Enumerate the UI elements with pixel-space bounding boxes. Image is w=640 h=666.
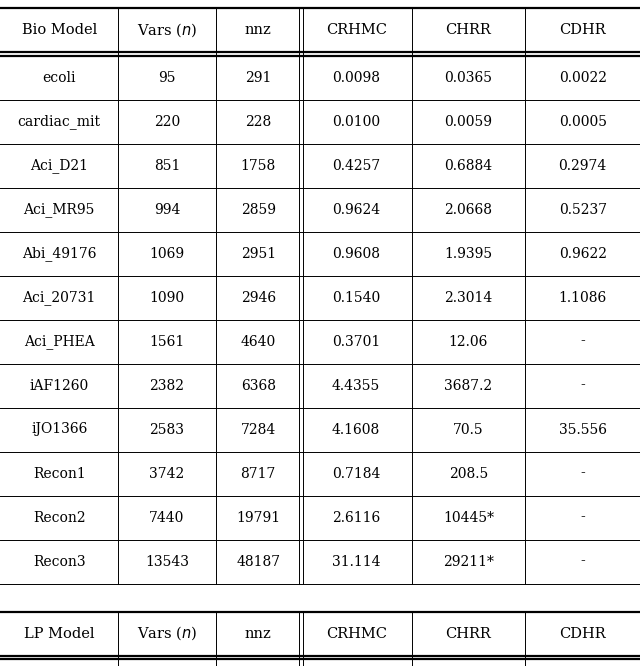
- Text: 31.114: 31.114: [332, 555, 380, 569]
- Text: Bio Model: Bio Model: [22, 23, 97, 37]
- Text: iJO1366: iJO1366: [31, 422, 88, 436]
- Text: 0.0100: 0.0100: [332, 115, 380, 129]
- Text: 4.4355: 4.4355: [332, 378, 380, 392]
- Text: ecoli: ecoli: [42, 71, 76, 85]
- Text: 0.9622: 0.9622: [559, 246, 607, 260]
- Text: 1069: 1069: [150, 246, 184, 260]
- Text: Aci_20731: Aci_20731: [22, 290, 96, 305]
- Text: iAF1260: iAF1260: [29, 378, 89, 392]
- Text: 8717: 8717: [241, 466, 276, 480]
- Text: 7284: 7284: [241, 422, 276, 436]
- Text: Vars ($n$): Vars ($n$): [137, 625, 197, 642]
- Text: Vars ($n$): Vars ($n$): [137, 21, 197, 39]
- Text: 0.2974: 0.2974: [559, 159, 607, 172]
- Text: 851: 851: [154, 159, 180, 172]
- Text: 29211*: 29211*: [443, 555, 494, 569]
- Text: CDHR: CDHR: [559, 23, 606, 37]
- Text: 0.5237: 0.5237: [559, 202, 607, 216]
- Text: 2.6116: 2.6116: [332, 511, 380, 525]
- Text: nnz: nnz: [245, 627, 271, 641]
- Text: 0.3701: 0.3701: [332, 334, 380, 348]
- Text: CHRR: CHRR: [445, 627, 492, 641]
- Text: 10445*: 10445*: [443, 511, 494, 525]
- Text: 3687.2: 3687.2: [444, 378, 493, 392]
- Text: 1.1086: 1.1086: [559, 290, 607, 304]
- Text: Abi_49176: Abi_49176: [22, 246, 97, 261]
- Text: 0.1540: 0.1540: [332, 290, 380, 304]
- Text: 2583: 2583: [150, 422, 184, 436]
- Text: LP Model: LP Model: [24, 627, 95, 641]
- Text: 0.0022: 0.0022: [559, 71, 607, 85]
- Text: Aci_PHEA: Aci_PHEA: [24, 334, 95, 349]
- Text: 208.5: 208.5: [449, 466, 488, 480]
- Text: 0.7184: 0.7184: [332, 466, 380, 480]
- Text: 48187: 48187: [236, 555, 280, 569]
- Text: 4.1608: 4.1608: [332, 422, 380, 436]
- Text: 19791: 19791: [236, 511, 280, 525]
- Text: 220: 220: [154, 115, 180, 129]
- Text: 1758: 1758: [241, 159, 276, 172]
- Text: 7440: 7440: [149, 511, 185, 525]
- Text: Recon2: Recon2: [33, 511, 86, 525]
- Text: 0.0365: 0.0365: [444, 71, 493, 85]
- Text: 2859: 2859: [241, 202, 276, 216]
- Text: -: -: [580, 466, 585, 480]
- Text: 2946: 2946: [241, 290, 276, 304]
- Text: 2382: 2382: [150, 378, 184, 392]
- Text: 2.0668: 2.0668: [444, 202, 493, 216]
- Text: CRHMC: CRHMC: [326, 23, 387, 37]
- Text: 70.5: 70.5: [453, 422, 484, 436]
- Text: CRHMC: CRHMC: [326, 627, 387, 641]
- Text: 0.4257: 0.4257: [332, 159, 380, 172]
- Text: Aci_MR95: Aci_MR95: [24, 202, 95, 217]
- Text: 228: 228: [245, 115, 271, 129]
- Text: 0.0059: 0.0059: [444, 115, 493, 129]
- Text: 35.556: 35.556: [559, 422, 607, 436]
- Text: cardiac_mit: cardiac_mit: [18, 114, 100, 129]
- Text: 0.6884: 0.6884: [444, 159, 493, 172]
- Text: 2.3014: 2.3014: [444, 290, 493, 304]
- Text: -: -: [580, 555, 585, 569]
- Text: 12.06: 12.06: [449, 334, 488, 348]
- Text: 0.9608: 0.9608: [332, 246, 380, 260]
- Text: -: -: [580, 378, 585, 392]
- Text: 994: 994: [154, 202, 180, 216]
- Text: 1090: 1090: [150, 290, 184, 304]
- Text: -: -: [580, 334, 585, 348]
- Text: 1.9395: 1.9395: [444, 246, 493, 260]
- Text: nnz: nnz: [245, 23, 271, 37]
- Text: 0.0098: 0.0098: [332, 71, 380, 85]
- Text: 95: 95: [158, 71, 176, 85]
- Text: CDHR: CDHR: [559, 627, 606, 641]
- Text: 1561: 1561: [149, 334, 185, 348]
- Text: 2951: 2951: [241, 246, 276, 260]
- Text: Recon1: Recon1: [33, 466, 86, 480]
- Text: 291: 291: [245, 71, 271, 85]
- Text: -: -: [580, 511, 585, 525]
- Text: 4640: 4640: [241, 334, 276, 348]
- Text: 0.0005: 0.0005: [559, 115, 607, 129]
- Text: Recon3: Recon3: [33, 555, 86, 569]
- Text: 13543: 13543: [145, 555, 189, 569]
- Text: CHRR: CHRR: [445, 23, 492, 37]
- Text: 3742: 3742: [149, 466, 185, 480]
- Text: Aci_D21: Aci_D21: [30, 158, 88, 173]
- Text: 0.9624: 0.9624: [332, 202, 380, 216]
- Text: 6368: 6368: [241, 378, 276, 392]
